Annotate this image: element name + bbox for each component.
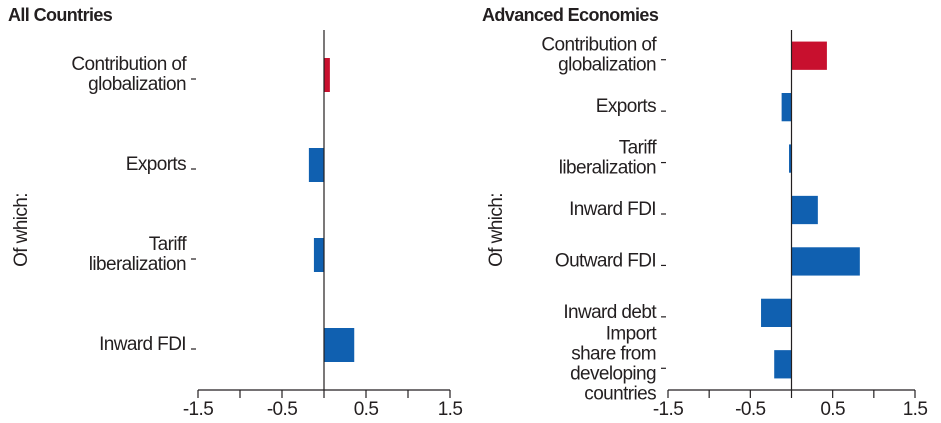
y-tick-label: Exports <box>596 96 656 117</box>
bar <box>781 93 792 122</box>
y-tick-label: Inward FDI <box>569 199 656 220</box>
y-axis-label: Of which: <box>11 193 32 267</box>
x-tick-label: 0.5 <box>354 399 379 420</box>
y-tick-label: Import share from developing countries <box>570 323 657 404</box>
bar <box>789 144 792 173</box>
y-tick-label: Tariff liberalization <box>559 138 658 179</box>
x-tick-label: -1.5 <box>183 399 213 420</box>
x-tick-label: 1.5 <box>903 399 928 420</box>
bar <box>791 41 827 70</box>
bar <box>791 247 860 276</box>
bar <box>324 58 330 92</box>
bar <box>791 195 818 225</box>
x-tick-label: 1.5 <box>438 399 463 420</box>
y-tick-label: Inward debt <box>563 302 657 323</box>
bar <box>761 298 792 327</box>
y-tick-label: Contribution of globalization <box>541 35 657 76</box>
y-tick-label: Exports <box>126 154 186 175</box>
bar <box>324 328 355 362</box>
x-tick-label: -0.5 <box>267 399 297 420</box>
x-tick-label: -0.5 <box>735 399 765 420</box>
chart-title: Advanced Economies <box>482 5 659 25</box>
x-tick-label: 0.5 <box>820 399 845 420</box>
chart-title: All Countries <box>8 5 113 25</box>
y-tick-label: Inward FDI <box>99 334 186 355</box>
bar <box>308 148 324 182</box>
y-tick-label: Tariff liberalization <box>89 234 188 275</box>
y-tick-label: Outward FDI <box>555 250 656 271</box>
y-axis-label: Of which: <box>486 193 507 267</box>
bar <box>774 350 792 379</box>
y-tick-label: Contribution of globalization <box>71 54 187 95</box>
bar <box>313 238 324 272</box>
x-tick-label: -1.5 <box>653 399 683 420</box>
